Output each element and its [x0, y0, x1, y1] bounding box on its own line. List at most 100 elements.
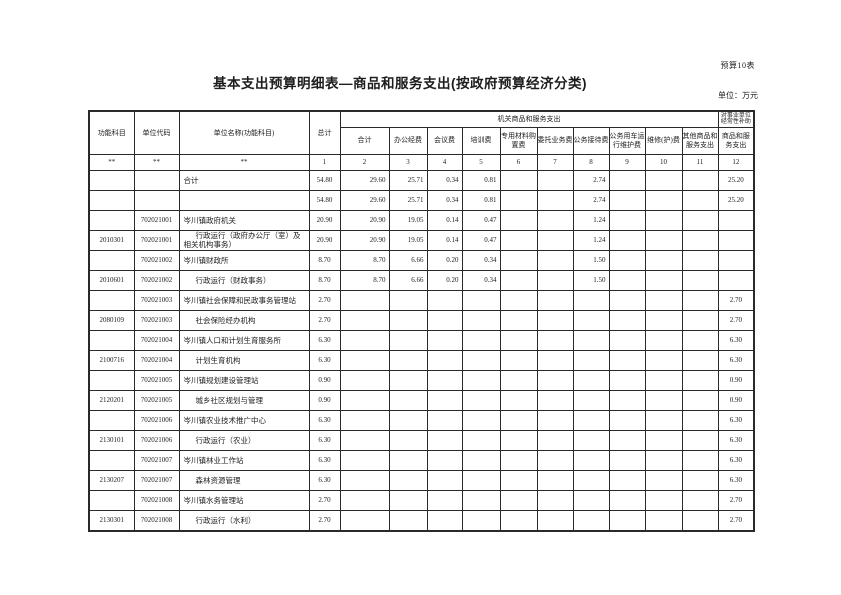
cell-value-5: [461, 489, 501, 511]
cell-unit-name: 行政运行（政府办公厅（室）及相关机构事务）: [178, 229, 310, 251]
cell-value-5: [461, 369, 501, 391]
cell-value-8: [572, 289, 610, 311]
col-number: 2: [339, 153, 390, 171]
cell-unit-name: 森林资源管理: [178, 469, 310, 491]
table-row: 2130101 702021006 行政运行（农业） 6.30 6.30: [88, 429, 755, 451]
cell-value-3: [388, 489, 428, 511]
cell-function-code: [88, 289, 135, 311]
cell-unit-code: [133, 169, 180, 191]
cell-value-10: [644, 289, 683, 311]
cell-value-10: [644, 369, 683, 391]
cell-unit-code: 702021003: [133, 309, 180, 331]
cell-value-4: [426, 449, 463, 471]
cell-value-6: [499, 169, 538, 191]
cell-value-3: 6.66: [388, 249, 428, 271]
cell-value-6: [499, 349, 538, 371]
cell-unit-code: 702021007: [133, 449, 180, 471]
table-row: 702021007 岑川镇林业工作站 6.30 6.30: [88, 449, 755, 471]
unit-note: 单位：万元: [718, 91, 758, 100]
cell-function-code: 2100716: [88, 349, 135, 371]
cell-value-3: 19.05: [388, 229, 428, 251]
cell-function-code: 2130207: [88, 469, 135, 491]
cell-unit-code: 702021001: [133, 229, 180, 251]
cell-value-7: [536, 229, 574, 251]
cell-value-4: 0.34: [426, 169, 463, 191]
header-number-row: ** ** ** 1 2 3 4 5 6 7 8 9 10 11 12: [88, 153, 755, 171]
cell-value-9: [608, 369, 646, 391]
cell-function-code: 2010301: [88, 229, 135, 251]
cell-value-7: [536, 189, 574, 211]
cell-function-code: 2130101: [88, 429, 135, 451]
cell-value-12: 6.30: [717, 469, 755, 491]
cell-unit-code: 702021006: [133, 429, 180, 451]
cell-value-1: 8.70: [308, 269, 341, 291]
table-row: 702021005 岑川镇规划建设管理站 0.90 0.90: [88, 369, 755, 391]
cell-value-11: [681, 489, 719, 511]
cell-value-8: [572, 509, 610, 531]
cell-value-1: 2.70: [308, 289, 341, 311]
cell-value-10: [644, 249, 683, 271]
col-header-vehicle-maintenance: 公务用车运行维护费: [608, 126, 646, 155]
cell-value-11: [681, 429, 719, 451]
cell-value-7: [536, 349, 574, 371]
cell-value-4: [426, 349, 463, 371]
col-group-institution-subsidy: 对事业单位经常性补助: [717, 110, 755, 128]
cell-value-4: 0.14: [426, 209, 463, 231]
cell-value-2: 29.60: [339, 169, 390, 191]
cell-value-8: [572, 449, 610, 471]
cell-value-5: 0.34: [461, 249, 501, 271]
cell-unit-code: 702021001: [133, 209, 180, 231]
cell-value-7: [536, 389, 574, 411]
table-row: 2120201 702021005 城乡社区规划与管理 0.90 0.90: [88, 389, 755, 411]
cell-value-5: [461, 509, 501, 531]
cell-value-6: [499, 209, 538, 231]
cell-value-12: 2.70: [717, 489, 755, 511]
cell-value-1: 6.30: [308, 429, 341, 451]
cell-value-2: [339, 349, 390, 371]
cell-value-8: 1.50: [572, 269, 610, 291]
cell-value-6: [499, 289, 538, 311]
cell-value-4: 0.34: [426, 189, 463, 211]
cell-value-2: [339, 389, 390, 411]
cell-function-code: 2080109: [88, 309, 135, 331]
cell-value-3: [388, 289, 428, 311]
cell-value-7: [536, 489, 574, 511]
cell-value-8: [572, 369, 610, 391]
cell-value-8: 2.74: [572, 189, 610, 211]
cell-value-4: [426, 469, 463, 491]
col-number: 11: [681, 153, 719, 171]
cell-function-code: [88, 169, 135, 191]
col-number: 5: [461, 153, 501, 171]
cell-value-9: [608, 389, 646, 411]
cell-unit-code: 702021004: [133, 349, 180, 371]
cell-value-5: 0.47: [461, 209, 501, 231]
cell-value-1: 2.70: [308, 309, 341, 331]
cell-value-7: [536, 449, 574, 471]
cell-value-10: [644, 349, 683, 371]
cell-value-8: [572, 349, 610, 371]
table-body: 合计 54.80 29.60 25.71 0.34 0.81 2.74 25.20 54.80 2…: [88, 169, 755, 531]
cell-value-6: [499, 489, 538, 511]
col-header-office-expense: 办公经费: [388, 126, 428, 155]
cell-value-5: [461, 389, 501, 411]
cell-value-10: [644, 309, 683, 331]
cell-value-1: 2.70: [308, 489, 341, 511]
cell-value-3: [388, 329, 428, 351]
cell-value-4: [426, 389, 463, 411]
cell-value-11: [681, 449, 719, 471]
cell-unit-name: 岑川镇政府机关: [178, 209, 310, 231]
cell-value-5: [461, 449, 501, 471]
cell-unit-code: 702021006: [133, 409, 180, 431]
cell-value-5: [461, 289, 501, 311]
cell-value-4: 0.20: [426, 269, 463, 291]
col-header-unit-name: 单位名称(功能科目): [178, 110, 310, 155]
cell-value-12: 25.20: [717, 189, 755, 211]
cell-value-6: [499, 429, 538, 451]
col-header-grand-total: 总计: [308, 110, 341, 155]
col-header-entrusted-business: 委托业务费: [536, 126, 574, 155]
cell-value-5: [461, 329, 501, 351]
cell-value-6: [499, 309, 538, 331]
cell-value-2: [339, 289, 390, 311]
cell-value-11: [681, 329, 719, 351]
cell-value-11: [681, 189, 719, 211]
